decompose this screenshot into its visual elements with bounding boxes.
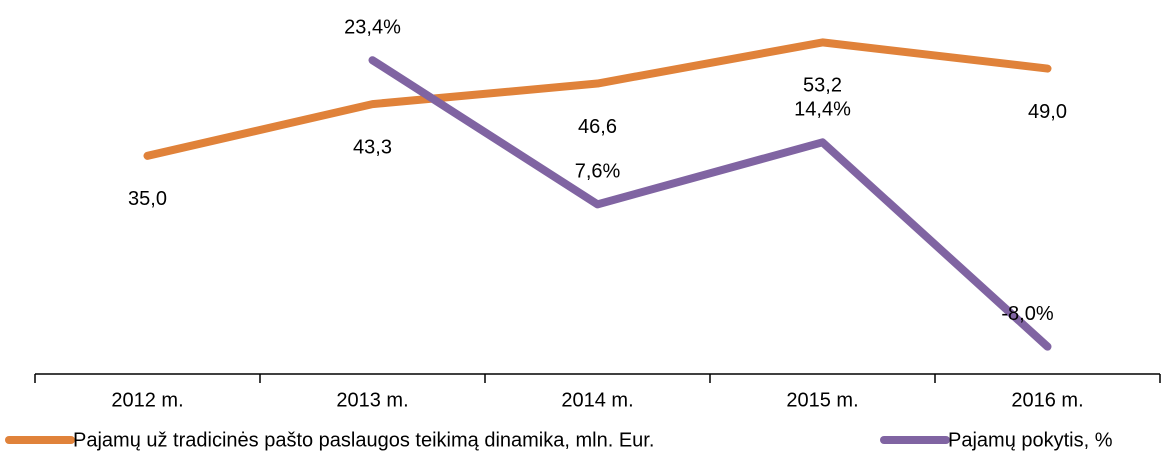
x-tick-label: 2013 m.: [336, 389, 408, 411]
data-label: 35,0: [128, 188, 167, 210]
data-label: 49,0: [1028, 101, 1067, 123]
series-line: [143, 38, 1052, 160]
x-tick-label: 2016 m.: [1011, 389, 1083, 411]
legend-label: Pajamų pokytis, %: [948, 429, 1113, 451]
data-label: 43,3: [353, 136, 392, 158]
x-tick-label: 2014 m.: [561, 389, 633, 411]
data-label: 7,6%: [575, 161, 621, 183]
x-tick-label: 2015 m.: [786, 389, 858, 411]
data-label: 46,6: [578, 116, 617, 138]
data-label: 53,2: [803, 75, 842, 97]
data-label: -8,0%: [1001, 303, 1053, 325]
x-tick-label: 2012 m.: [111, 389, 183, 411]
series-line: [368, 56, 1052, 351]
legend-label: Pajamų už tradicinės pašto paslaugos tei…: [73, 429, 654, 451]
data-label: 14,4%: [794, 99, 851, 121]
data-label: 23,4%: [344, 16, 401, 38]
